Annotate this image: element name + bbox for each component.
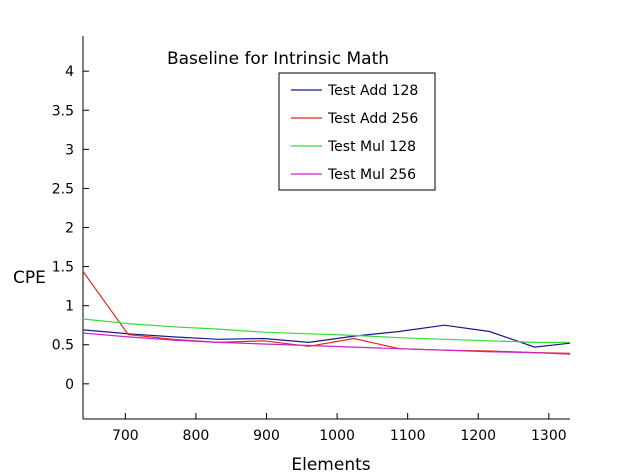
chart-title: Baseline for Intrinsic Math — [167, 49, 389, 69]
y-tick-label: 3 — [65, 142, 74, 158]
legend-label: Test Add 256 — [327, 111, 418, 127]
y-tick-label: 4 — [65, 64, 74, 80]
y-axis-label: CPE — [13, 268, 46, 288]
x-tick-label: 800 — [183, 428, 210, 444]
series-line-3 — [82, 318, 570, 343]
y-tick-label: 2 — [65, 221, 74, 237]
x-tick-label: 1200 — [460, 428, 496, 444]
ticks: 0 0.5 1 1.5 2 2.5 3 3.5 4 700 800 900 1000 1100 1200 13… — [52, 64, 567, 444]
y-tick-label: 1.5 — [52, 260, 74, 276]
y-tick-label: 3.5 — [52, 103, 74, 119]
x-tick-label: 1000 — [319, 428, 355, 444]
y-tick-label: 1 — [65, 299, 74, 315]
x-axis-label: Elements — [291, 455, 370, 472]
y-tick-label: 2.5 — [52, 181, 74, 197]
legend: Test Add 128 Test Add 256 Test Mul 128 Test… — [278, 72, 436, 191]
legend-label: Test Mul 256 — [327, 167, 416, 183]
x-tick-label: 1100 — [390, 428, 426, 444]
x-tick-label: 900 — [253, 428, 280, 444]
x-tick-label: 700 — [112, 428, 139, 444]
series-line-4 — [82, 332, 571, 355]
series-line-2 — [82, 270, 571, 354]
series-lines — [82, 270, 571, 355]
series-line-1 — [82, 324, 571, 348]
legend-label: Test Add 128 — [327, 83, 418, 99]
legend-box — [278, 72, 436, 191]
x-tick-label: 1300 — [531, 428, 567, 444]
legend-label: Test Mul 128 — [327, 139, 416, 155]
y-tick-label: 0.5 — [52, 338, 74, 354]
y-tick-label: 0 — [65, 377, 74, 393]
